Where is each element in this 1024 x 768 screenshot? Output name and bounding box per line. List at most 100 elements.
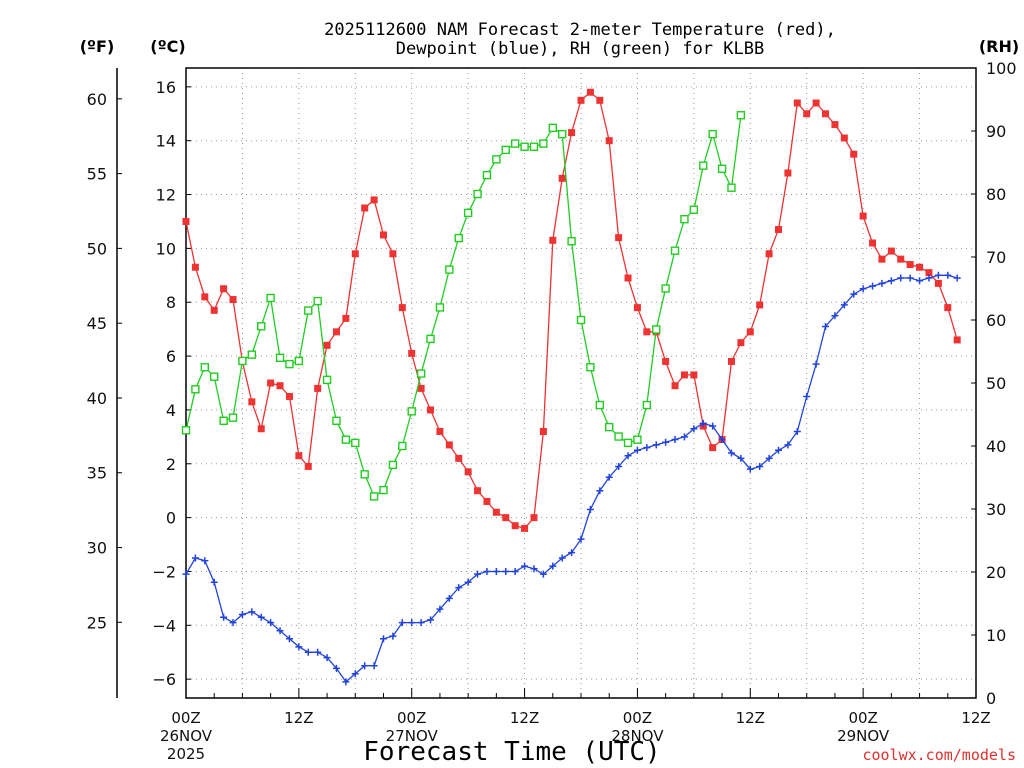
rh-point	[642, 400, 652, 410]
temperature-point	[869, 239, 877, 247]
temperature-point	[812, 99, 820, 107]
rh-point	[191, 385, 200, 394]
dewpoint-point	[643, 444, 651, 452]
fahrenheit-tick-label: 25	[87, 613, 107, 632]
temperature-point	[455, 454, 463, 462]
rh-point	[652, 325, 661, 334]
temperature-point	[690, 371, 698, 379]
rh-point	[670, 246, 680, 255]
celsius-unit-label: (ºC)	[150, 37, 185, 56]
temperature-point	[248, 398, 256, 406]
dewpoint-point	[624, 452, 632, 460]
dewpoint-point	[191, 554, 199, 562]
x-tick-date: 26NOV	[160, 727, 213, 745]
x-tick-year: 2025	[167, 745, 205, 763]
temperature-point	[380, 231, 387, 239]
rh-point	[294, 356, 304, 366]
dewpoint-point	[775, 446, 782, 454]
temperature-point	[633, 304, 641, 312]
dewpoint-point	[671, 436, 679, 444]
rh-point	[388, 460, 398, 470]
temperature-point	[822, 110, 830, 118]
rh-point	[557, 129, 567, 139]
temperature-point	[850, 150, 858, 158]
x-tick-label: 00Z	[171, 709, 200, 727]
temperature-point	[596, 96, 604, 104]
rh-point	[181, 426, 191, 435]
dewpoint-point	[850, 290, 858, 298]
rh-point	[605, 422, 614, 432]
dewpoint-point	[549, 562, 557, 570]
rh-point	[247, 350, 257, 359]
dewpoint-point	[370, 662, 378, 670]
temperature-point	[944, 304, 952, 312]
temperature-point	[295, 452, 303, 460]
temperature-point	[427, 406, 435, 414]
rh-point	[510, 139, 520, 148]
rh-tick-label: 70	[986, 248, 1006, 267]
rh-point	[595, 400, 605, 410]
x-tick-date: 28NOV	[611, 727, 664, 745]
dewpoint-point	[238, 611, 246, 619]
rh-line	[185, 115, 742, 498]
temperature-point	[624, 274, 632, 282]
temperature-point	[671, 382, 679, 390]
temperature-point	[276, 382, 284, 390]
dewpoint-point	[633, 446, 641, 454]
rh-point	[285, 359, 294, 369]
dewpoint-point	[869, 282, 877, 290]
x-tick-date: 27NOV	[386, 727, 439, 745]
dewpoint-point	[831, 312, 839, 320]
dewpoint-point	[558, 554, 566, 562]
celsius-tick-label: −6	[152, 670, 176, 689]
dewpoint-point	[897, 274, 905, 282]
temperature-point	[916, 263, 924, 271]
temperature-point	[521, 524, 529, 532]
temperature-point	[511, 522, 519, 530]
temperature-point	[709, 444, 717, 452]
rh-point	[416, 369, 426, 378]
dewpoint-point	[803, 392, 811, 400]
dewpoint-point	[878, 279, 886, 287]
temperature-point	[229, 296, 237, 304]
rh-point	[708, 129, 717, 139]
rh-point	[238, 356, 247, 366]
rh-tick-label: 90	[986, 122, 1006, 141]
dewpoint-point	[464, 578, 472, 586]
temperature-point	[756, 301, 764, 309]
celsius-tick-label: 8	[166, 293, 176, 312]
celsius-tick-label: 10	[156, 239, 176, 258]
dewpoint-point	[577, 535, 585, 543]
rh-point	[614, 432, 623, 441]
dewpoint-point	[323, 654, 331, 662]
dewpoint-point	[380, 635, 387, 643]
rh-point	[736, 111, 746, 120]
dewpoint-point	[398, 619, 406, 627]
rh-point	[266, 293, 275, 303]
dewpoint-point	[615, 462, 623, 470]
dewpoint-point	[417, 619, 425, 627]
dewpoint-point	[916, 277, 924, 285]
dewpoint-point	[605, 473, 613, 481]
dewpoint-point	[812, 360, 820, 368]
dewpoint-point	[257, 613, 265, 621]
dewpoint-point	[887, 277, 895, 285]
temperature-point	[389, 250, 397, 258]
temperature-point	[775, 226, 782, 234]
dewpoint-point	[859, 285, 867, 293]
temperature-point	[887, 247, 895, 255]
temperature-point	[784, 169, 792, 177]
dewpoint-point	[756, 462, 764, 470]
temperature-point	[332, 328, 340, 336]
dewpoint-point	[276, 627, 284, 635]
axes: 25 30 35 40 45 50 55 60 −6 −4 −2 0 2 4 6 8 10 12 14 16 0 10 20…	[87, 59, 1017, 708]
fahrenheit-tick-label: 35	[87, 464, 107, 483]
dewpoint-point	[539, 570, 547, 578]
rh-point	[454, 233, 463, 243]
rh-point	[200, 363, 210, 372]
dewpoint-point	[822, 322, 830, 330]
dewpoint-point	[304, 648, 312, 656]
rh-point	[426, 334, 435, 344]
rh-point	[463, 208, 473, 218]
